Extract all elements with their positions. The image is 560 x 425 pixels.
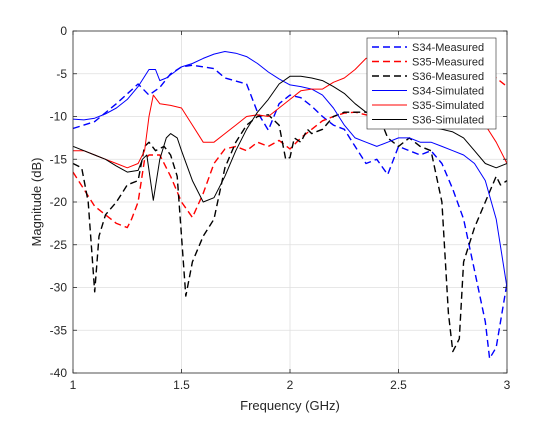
x-tick-label: 2: [287, 378, 294, 392]
legend-label: S34-Simulated: [412, 86, 484, 98]
series-line-s34-measured: [73, 64, 507, 360]
legend-label: S36-Measured: [412, 71, 484, 83]
y-tick-label: -10: [50, 110, 68, 124]
legend-label: S36-Simulated: [412, 115, 484, 127]
y-tick-label: -15: [50, 152, 68, 166]
legend: S34-Measured S35-Measured S36-Measured S34-…: [366, 37, 497, 130]
legend-label: S34-Measured: [412, 42, 484, 54]
x-tick-label: 1: [70, 378, 77, 392]
y-axis-label: Magnitude (dB): [29, 158, 44, 247]
y-tick-label: -5: [56, 67, 67, 81]
legend-label: S35-Simulated: [412, 100, 484, 112]
y-tick-label: 0: [60, 24, 67, 38]
x-tick-label: 1.5: [173, 378, 190, 392]
y-tick-label: -30: [50, 281, 68, 295]
y-tick-label: -40: [50, 366, 68, 380]
legend-label: S35-Measured: [412, 57, 484, 69]
axis-ticks: 1 1.5 2 2.5 3 -40 -35 -30 -25 -20 -15 -10 -5 0: [50, 24, 511, 392]
series-line-s34-simulated: [73, 51, 507, 288]
legend-box: [366, 37, 497, 130]
y-tick-label: -25: [50, 238, 68, 252]
y-tick-label: -20: [50, 195, 68, 209]
x-tick-label: 3: [504, 378, 511, 392]
y-tick-label: -35: [50, 323, 68, 337]
x-tick-label: 2.5: [390, 378, 407, 392]
x-axis-label: Frequency (GHz): [240, 398, 340, 413]
